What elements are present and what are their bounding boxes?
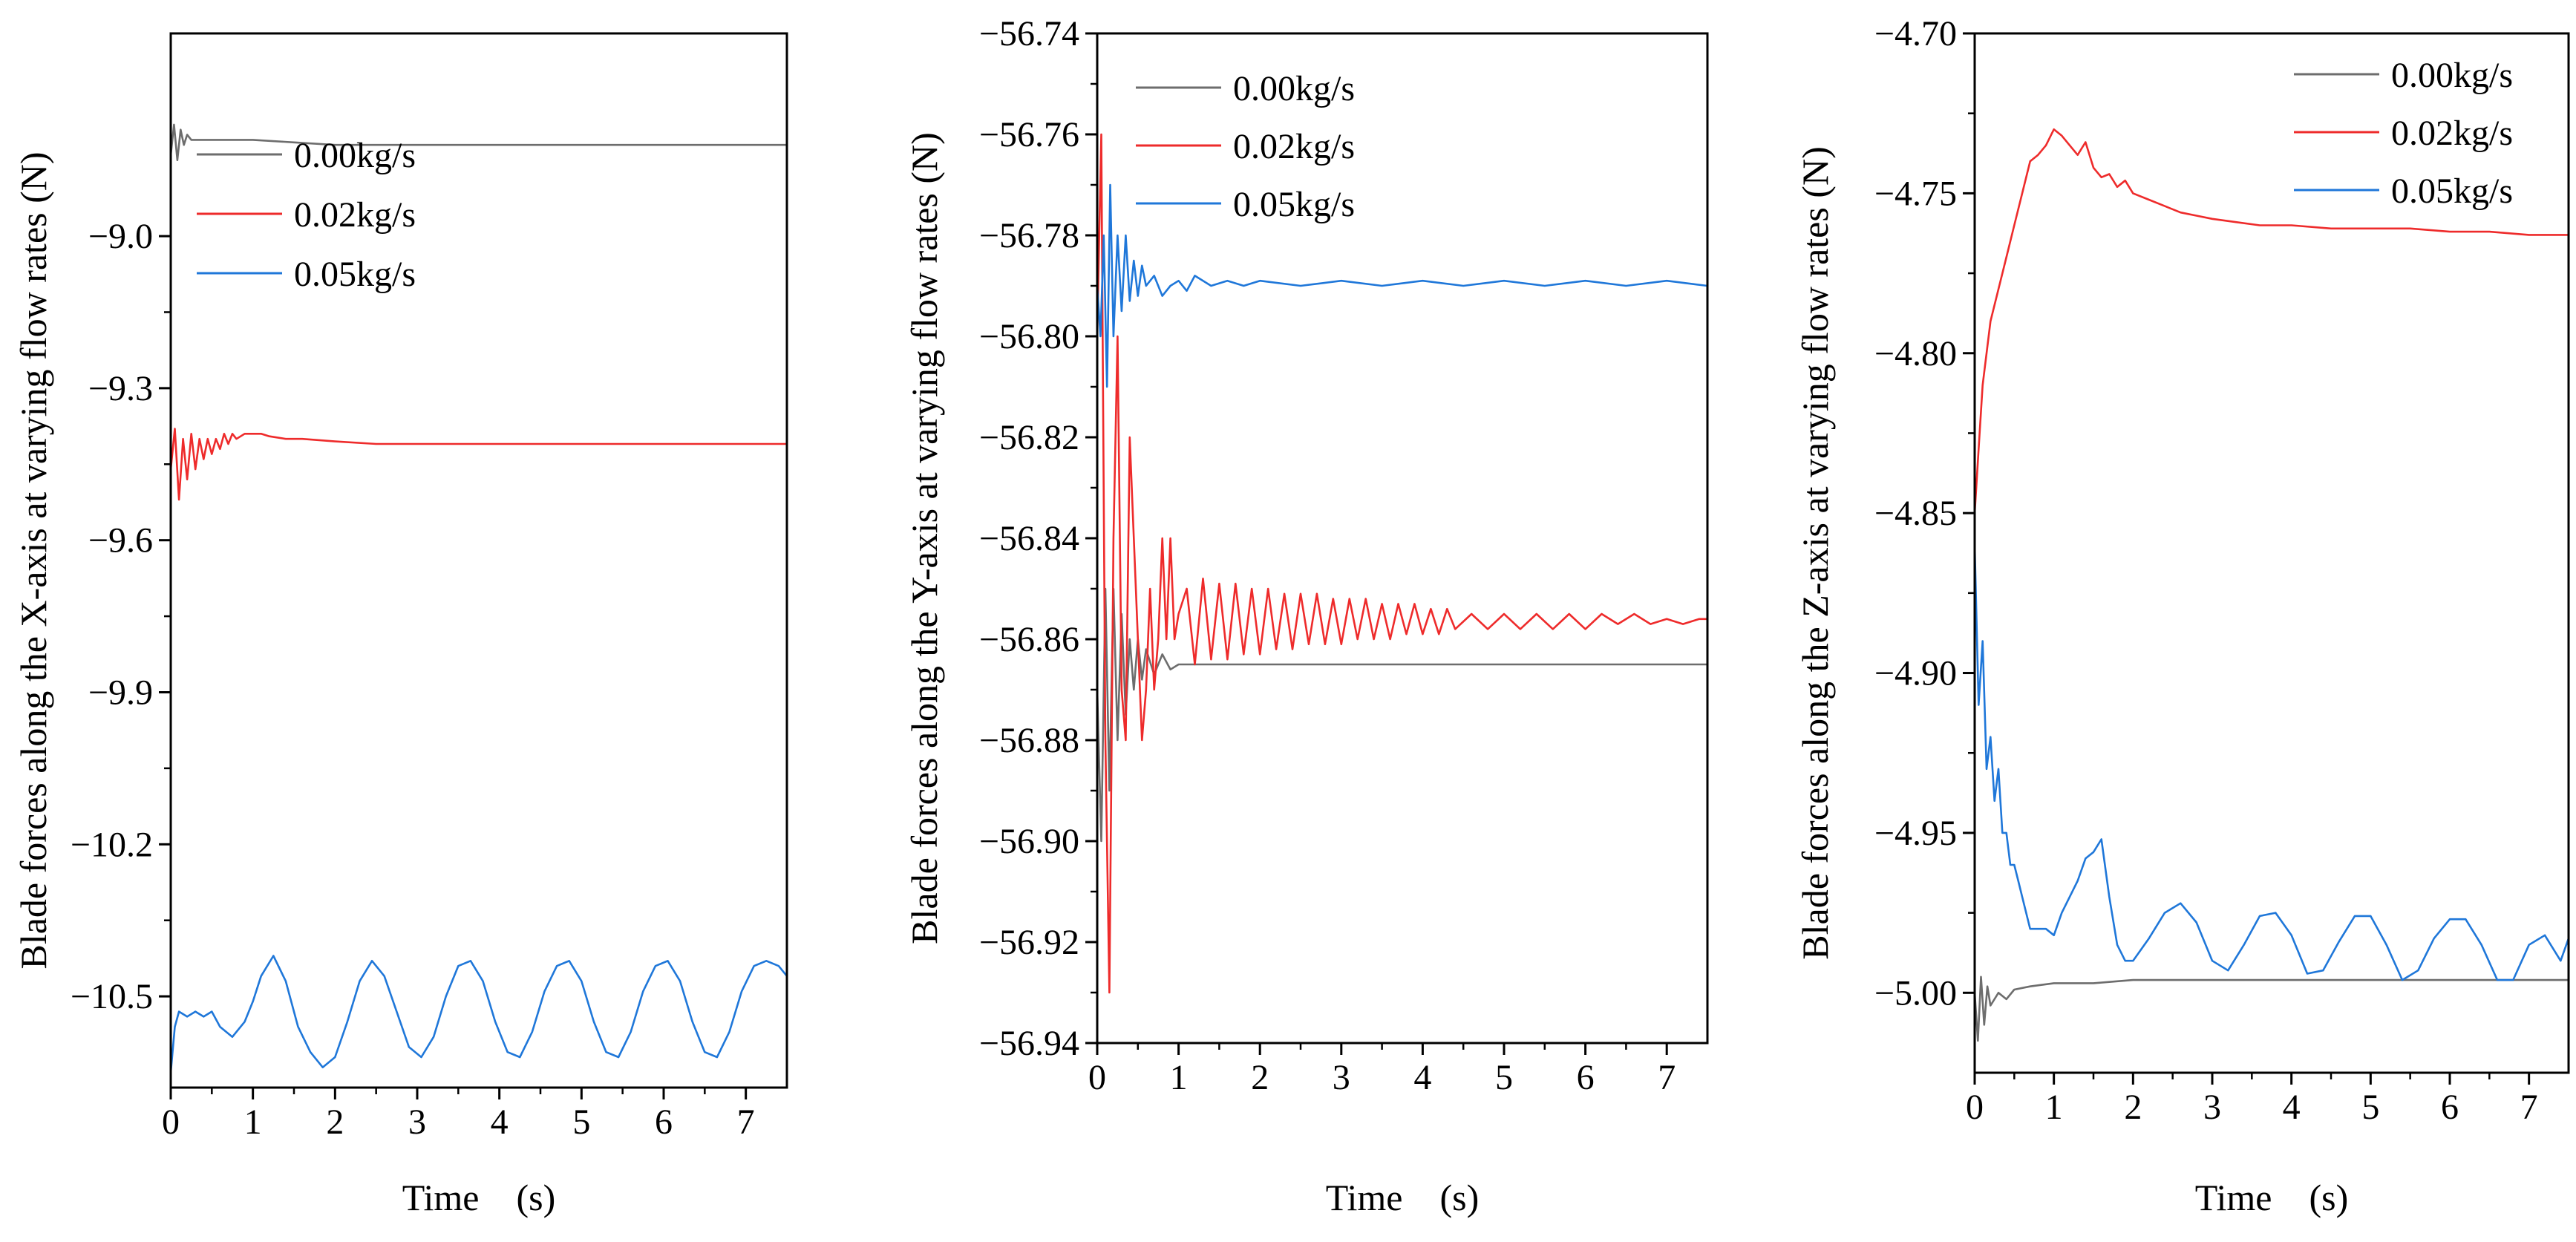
chart-y-x-tick-label: 7 bbox=[1658, 1058, 1676, 1097]
chart-z-legend-label-1: 0.02kg/s bbox=[2391, 114, 2513, 153]
chart-y-x-axis-title: Time (s) bbox=[1326, 1177, 1480, 1218]
chart-x-x-tick-label: 2 bbox=[326, 1102, 344, 1142]
chart-y-y-tick-label: −56.74 bbox=[979, 14, 1079, 53]
chart-y-y-tick-label: −56.88 bbox=[979, 721, 1079, 760]
chart-y-series-line-2 bbox=[1097, 183, 1707, 388]
chart-z-series-line-0 bbox=[1975, 975, 2569, 1042]
chart-x-y-tick-label: −10.5 bbox=[71, 977, 153, 1016]
chart-z-legend: 0.00kg/s 0.02kg/s 0.05kg/s bbox=[2294, 56, 2513, 211]
chart-z-x-tick-label: 2 bbox=[2124, 1088, 2142, 1127]
chart-x-x-tick-label: 0 bbox=[162, 1102, 180, 1142]
chart-x-y-tick-label: −9.0 bbox=[88, 217, 153, 256]
chart-y-series-line-1 bbox=[1097, 133, 1707, 994]
chart-x-series-line-0 bbox=[171, 123, 787, 161]
chart-y-y-tick-label: −56.78 bbox=[979, 216, 1079, 255]
chart-z-legend-label-0: 0.00kg/s bbox=[2391, 56, 2513, 95]
chart-y-x-tick-label: 3 bbox=[1333, 1058, 1350, 1097]
chart-y-y-tick-label: −56.90 bbox=[979, 822, 1079, 861]
chart-x-y-tick-label: −9.6 bbox=[88, 521, 153, 560]
chart-y-legend: 0.00kg/s 0.02kg/s 0.05kg/s bbox=[1136, 69, 1355, 224]
chart-x-legend-label-2: 0.05kg/s bbox=[294, 255, 416, 294]
chart-z-x-tick-label: 6 bbox=[2441, 1088, 2459, 1127]
chart-y-x-tick-label: 6 bbox=[1577, 1058, 1595, 1097]
chart-z-y-tick-label: −4.90 bbox=[1874, 654, 1957, 693]
chart-x-legend-label-1: 0.02kg/s bbox=[294, 195, 416, 235]
chart-x-panel: 0 1 2 3 4 5 6 7 −9.0 −9.3 −9.6 −9.9 −10.2 −10.5 Time (… bbox=[13, 32, 788, 1218]
chart-x-x-axis-title: Time (s) bbox=[402, 1177, 556, 1218]
chart-y-legend-label-2: 0.05kg/s bbox=[1233, 185, 1355, 224]
chart-y-y-tick-label: −56.76 bbox=[979, 115, 1079, 154]
chart-y-y-tick-label: −56.82 bbox=[979, 418, 1079, 457]
chart-z-y-tick-label: −4.85 bbox=[1874, 494, 1957, 533]
chart-z-y-axis-title: Blade forces along the Z-axis at varying… bbox=[1794, 146, 1836, 959]
chart-x-series-group bbox=[171, 123, 787, 1073]
chart-x-series-line-1 bbox=[171, 428, 787, 501]
chart-y-legend-label-1: 0.02kg/s bbox=[1233, 127, 1355, 166]
chart-y-x-tick-label: 2 bbox=[1251, 1058, 1269, 1097]
chart-z-x-tick-label: 3 bbox=[2203, 1088, 2221, 1127]
chart-z-y-tick-label: −4.80 bbox=[1874, 334, 1957, 373]
chart-z-x-tick-label: 1 bbox=[2045, 1088, 2063, 1127]
chart-y-x-tick-label: 4 bbox=[1413, 1058, 1431, 1097]
chart-x-y-tick-label: −10.2 bbox=[71, 825, 153, 864]
chart-z-legend-label-2: 0.05kg/s bbox=[2391, 171, 2513, 211]
chart-z-series-line-2 bbox=[1975, 545, 2569, 981]
chart-x-plot-frame bbox=[169, 32, 788, 1089]
chart-x-x-tick-label: 5 bbox=[572, 1102, 590, 1142]
chart-z-x-tick-label: 0 bbox=[1966, 1088, 1984, 1127]
chart-x-y-axis-title: Blade forces along the X-axis at varying… bbox=[13, 151, 54, 969]
chart-z-y-tick-label: −4.75 bbox=[1874, 174, 1957, 213]
chart-y-y-tick-label: −56.80 bbox=[979, 317, 1079, 356]
chart-y-x-tick-label: 5 bbox=[1495, 1058, 1513, 1097]
chart-y-y-tick-label: −56.86 bbox=[979, 620, 1079, 659]
chart-x-x-tick-label: 1 bbox=[244, 1102, 262, 1142]
chart-y-y-axis-title: Blade forces along the Y-axis at varying… bbox=[903, 132, 945, 944]
chart-x-y-tick-label: −9.9 bbox=[88, 673, 153, 713]
chart-x-x-tick-label: 4 bbox=[491, 1102, 509, 1142]
chart-y-x-tick-label: 1 bbox=[1170, 1058, 1188, 1097]
chart-x-x-tick-label: 3 bbox=[408, 1102, 426, 1142]
chart-y-y-tick-label: −56.84 bbox=[979, 519, 1079, 558]
chart-y-y-tick-label: −56.94 bbox=[979, 1024, 1079, 1063]
chart-z-series-line-1 bbox=[1975, 128, 2569, 514]
chart-z-y-tick-label: −5.00 bbox=[1874, 973, 1957, 1013]
chart-x-y-tick-label: −9.3 bbox=[88, 369, 153, 408]
chart-x-x-tick-label: 7 bbox=[737, 1102, 755, 1142]
chart-z-x-tick-label: 4 bbox=[2283, 1088, 2301, 1127]
chart-x-legend: 0.00kg/s 0.02kg/s 0.05kg/s bbox=[197, 136, 416, 294]
chart-y-series-line-0 bbox=[1097, 587, 1707, 843]
chart-z-series-group bbox=[1975, 128, 2569, 1042]
chart-z-y-tick-label: −4.70 bbox=[1874, 14, 1957, 53]
chart-z-x-tick-label: 7 bbox=[2520, 1088, 2538, 1127]
chart-z-panel: 0 1 2 3 4 5 6 7 −4.70 −4.75 −4.80 −4.85 −4.90 −4.95 −5… bbox=[1794, 14, 2570, 1218]
chart-z-x-axis-title: Time (s) bbox=[2195, 1177, 2349, 1218]
chart-y-x-tick-label: 0 bbox=[1088, 1058, 1106, 1097]
chart-z-x-tick-label: 5 bbox=[2361, 1088, 2379, 1127]
chart-y-plot-frame bbox=[1096, 32, 1709, 1045]
chart-z-y-tick-label: −4.95 bbox=[1874, 814, 1957, 853]
chart-y-y-tick-label: −56.92 bbox=[979, 923, 1079, 962]
chart-x-legend-label-0: 0.00kg/s bbox=[294, 136, 416, 175]
chart-y-legend-label-0: 0.00kg/s bbox=[1233, 69, 1355, 108]
chart-z-plot-frame bbox=[1973, 32, 2570, 1074]
chart-x-series-line-2 bbox=[171, 955, 787, 1073]
chart-y-panel: 0 1 2 3 4 5 6 7 −56.74 −56.76 −56.78 −56.80 −56.82 −5… bbox=[903, 14, 1709, 1218]
chart-x-x-tick-label: 6 bbox=[655, 1102, 673, 1142]
chart-y-series-group bbox=[1097, 133, 1707, 994]
